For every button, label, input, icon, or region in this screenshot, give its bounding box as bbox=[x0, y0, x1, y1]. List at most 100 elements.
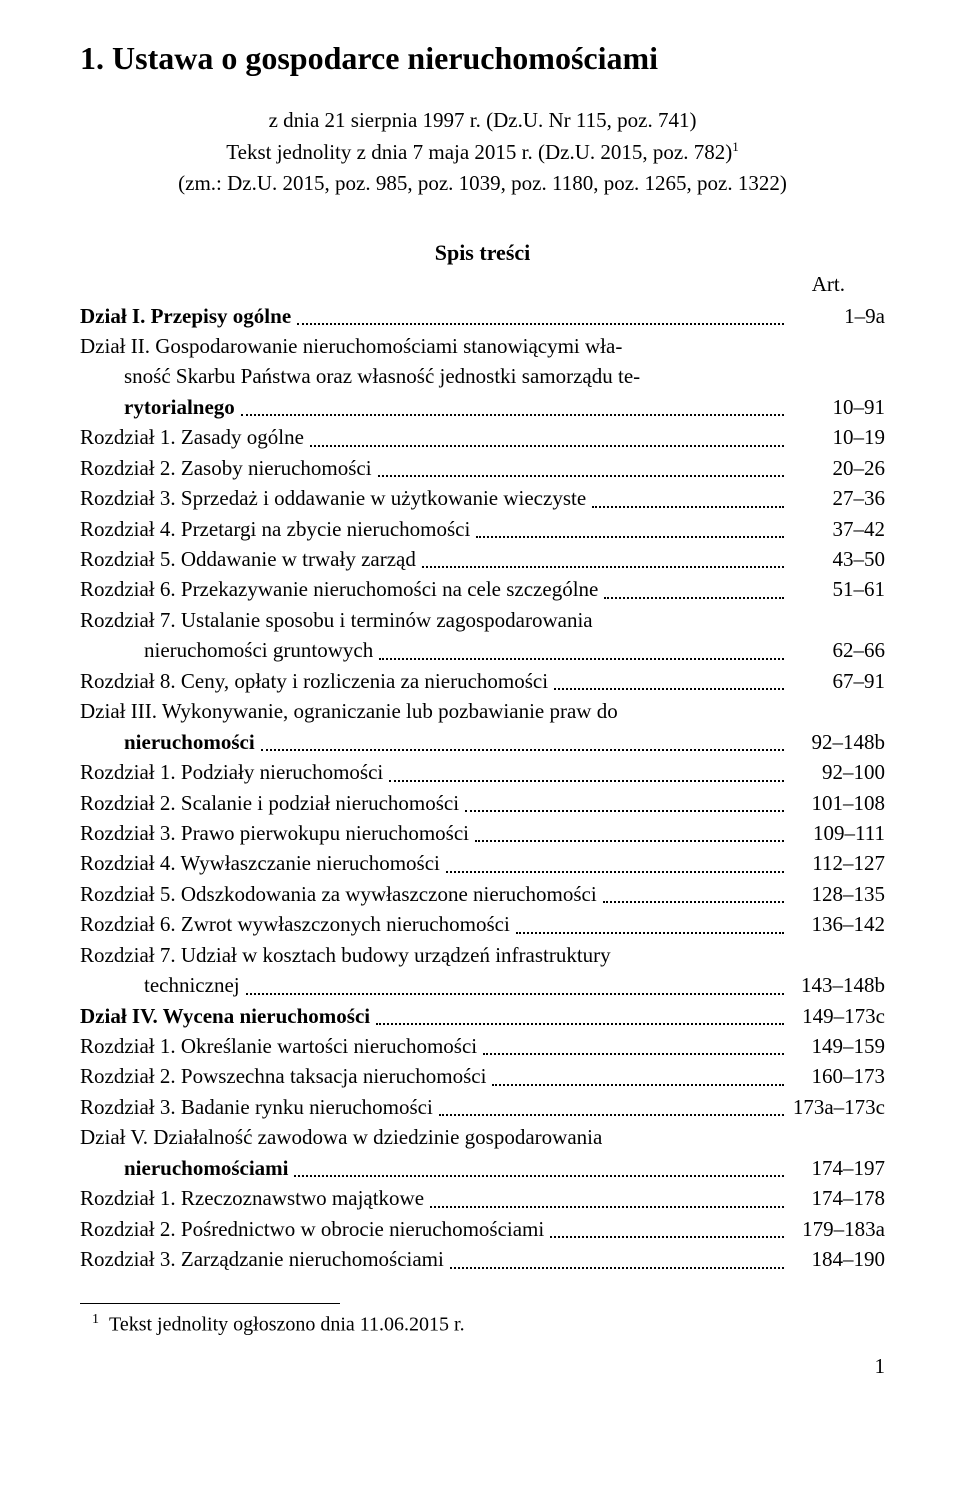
dot-leader bbox=[297, 323, 784, 325]
toc-text: Rozdział 1. Podziały nieruchomości bbox=[80, 757, 383, 787]
toc-entry: Rozdział 4. Wywłaszczanie nieruchomości1… bbox=[80, 848, 885, 878]
toc-entry: Dział I. Przepisy ogólne 1–9a bbox=[80, 301, 885, 331]
toc-range: 92–100 bbox=[790, 757, 885, 787]
toc-text: Rozdział 8. Ceny, opłaty i rozliczenia z… bbox=[80, 666, 548, 696]
subtitle-line-1: z dnia 21 sierpnia 1997 r. (Dz.U. Nr 115… bbox=[80, 105, 885, 137]
dot-leader bbox=[475, 840, 784, 842]
toc-range: 128–135 bbox=[790, 879, 885, 909]
toc-entry-lastline: rytorialnego10–91 bbox=[80, 392, 885, 422]
dot-leader bbox=[550, 1236, 784, 1238]
dot-leader bbox=[439, 1114, 784, 1116]
toc-text: Rozdział 2. Powszechna taksacja nierucho… bbox=[80, 1061, 486, 1091]
toc-entry: Rozdział 8. Ceny, opłaty i rozliczenia z… bbox=[80, 666, 885, 696]
toc-text: Rozdział 3. Zarządzanie nieruchomościami bbox=[80, 1244, 444, 1274]
toc-text: Rozdział 2. Pośrednictwo w obrocie nieru… bbox=[80, 1214, 544, 1244]
dot-leader bbox=[422, 566, 784, 568]
toc-entry-lastline: nieruchomości gruntowych62–66 bbox=[80, 635, 885, 665]
toc-text-line: Dział III. Wykonywanie, ograniczanie lub… bbox=[80, 696, 885, 726]
toc-text: Rozdział 5. Odszkodowania za wywłaszczon… bbox=[80, 879, 597, 909]
toc-range: 20–26 bbox=[790, 453, 885, 483]
toc-text: Rozdział 2. Scalanie i podział nieruchom… bbox=[80, 788, 459, 818]
toc-text: Rozdział 6. Zwrot wywłaszczonych nieruch… bbox=[80, 909, 510, 939]
toc-entry: Rozdział 5. Oddawanie w trwały zarząd 43–… bbox=[80, 544, 885, 574]
toc-entry: Rozdział 2. Pośrednictwo w obrocie nieru… bbox=[80, 1214, 885, 1244]
toc-range: 149–159 bbox=[790, 1031, 885, 1061]
toc-entry: Rozdział 1. Określanie wartości nierucho… bbox=[80, 1031, 885, 1061]
toc-text: Rozdział 3. Prawo pierwokupu nieruchomoś… bbox=[80, 818, 469, 848]
toc-range: 160–173 bbox=[790, 1061, 885, 1091]
toc-range: 1–9a bbox=[790, 301, 885, 331]
toc-text-line: Dział V. Działalność zawodowa w dziedzin… bbox=[80, 1122, 885, 1152]
toc-range: 10–91 bbox=[790, 392, 885, 422]
toc-entry: Rozdział 7. Udział w kosztach budowy urz… bbox=[80, 940, 885, 1001]
toc-entry: Rozdział 1. Zasady ogólne10–19 bbox=[80, 422, 885, 452]
toc-entry: Rozdział 3. Sprzedaż i oddawanie w użytk… bbox=[80, 483, 885, 513]
dot-leader bbox=[378, 475, 784, 477]
dot-leader bbox=[483, 1053, 784, 1055]
toc-text: Rozdział 1. Zasady ogólne bbox=[80, 422, 304, 452]
toc-entry: Rozdział 3. Prawo pierwokupu nieruchomoś… bbox=[80, 818, 885, 848]
toc-entry-lastline: technicznej143–148b bbox=[80, 970, 885, 1000]
toc-range: 67–91 bbox=[790, 666, 885, 696]
toc-entry: Dział IV. Wycena nieruchomości 149–173c bbox=[80, 1001, 885, 1031]
toc-entry-lastline: nieruchomości92–148b bbox=[80, 727, 885, 757]
toc-entry: Rozdział 7. Ustalanie sposobu i terminów… bbox=[80, 605, 885, 666]
footnote: 1 Tekst jednolity ogłoszono dnia 11.06.20… bbox=[80, 1312, 885, 1337]
toc-list: Dział I. Przepisy ogólne 1–9aDział II. Go… bbox=[80, 301, 885, 1275]
toc-text-line: Dział II. Gospodarowanie nieruchomościam… bbox=[80, 331, 885, 361]
toc-range: 179–183a bbox=[790, 1214, 885, 1244]
toc-heading: Spis treści bbox=[80, 240, 885, 266]
document-title: 1. Ustawa o gospodarce nieruchomościami bbox=[80, 40, 885, 77]
toc-text-line: sność Skarbu Państwa oraz własność jedno… bbox=[80, 361, 885, 391]
toc-entry: Dział III. Wykonywanie, ograniczanie lub… bbox=[80, 696, 885, 757]
toc-entry: Rozdział 2. Scalanie i podział nieruchom… bbox=[80, 788, 885, 818]
dot-leader bbox=[592, 506, 784, 508]
toc-range: 184–190 bbox=[790, 1244, 885, 1274]
toc-range: 27–36 bbox=[790, 483, 885, 513]
toc-range: 51–61 bbox=[790, 574, 885, 604]
toc-range: 174–197 bbox=[790, 1153, 885, 1183]
dot-leader bbox=[430, 1206, 784, 1208]
dot-leader bbox=[554, 688, 784, 690]
toc-text: Rozdział 1. Określanie wartości nierucho… bbox=[80, 1031, 477, 1061]
dot-leader bbox=[389, 780, 784, 782]
dot-leader bbox=[516, 932, 784, 934]
toc-text: Dział IV. Wycena nieruchomości bbox=[80, 1001, 370, 1031]
toc-entry: Rozdział 5. Odszkodowania za wywłaszczon… bbox=[80, 879, 885, 909]
toc-text-line: Rozdział 7. Ustalanie sposobu i terminów… bbox=[80, 605, 885, 635]
toc-text-line: Rozdział 7. Udział w kosztach budowy urz… bbox=[80, 940, 885, 970]
toc-range: 174–178 bbox=[790, 1183, 885, 1213]
dot-leader bbox=[465, 810, 784, 812]
toc-text: Rozdział 3. Badanie rynku nieruchomości bbox=[80, 1092, 433, 1122]
article-column-label: Art. bbox=[80, 272, 885, 297]
toc-text: Dział I. Przepisy ogólne bbox=[80, 301, 291, 331]
dot-leader bbox=[310, 445, 784, 447]
footnote-marker: 1 bbox=[92, 1312, 99, 1327]
footnote-text: Tekst jednolity ogłoszono dnia 11.06.201… bbox=[109, 1313, 465, 1335]
toc-text: Rozdział 5. Oddawanie w trwały zarząd bbox=[80, 544, 416, 574]
toc-range: 149–173c bbox=[790, 1001, 885, 1031]
toc-entry: Rozdział 3. Zarządzanie nieruchomościami… bbox=[80, 1244, 885, 1274]
toc-range: 136–142 bbox=[790, 909, 885, 939]
toc-text: Rozdział 4. Przetargi na zbycie nierucho… bbox=[80, 514, 470, 544]
footnote-ref: 1 bbox=[732, 139, 739, 154]
toc-text: Rozdział 2. Zasoby nieruchomości bbox=[80, 453, 372, 483]
toc-range: 112–127 bbox=[790, 848, 885, 878]
page-number: 1 bbox=[80, 1354, 885, 1379]
toc-entry: Rozdział 6. Przekazywanie nieruchomości … bbox=[80, 574, 885, 604]
toc-entry: Dział V. Działalność zawodowa w dziedzin… bbox=[80, 1122, 885, 1183]
subtitle-line-2: Tekst jednolity z dnia 7 maja 2015 r. (D… bbox=[80, 137, 885, 169]
toc-text: Rozdział 3. Sprzedaż i oddawanie w użytk… bbox=[80, 483, 586, 513]
toc-range: 143–148b bbox=[790, 970, 885, 1000]
toc-entry-lastline: nieruchomościami174–197 bbox=[80, 1153, 885, 1183]
dot-leader bbox=[446, 871, 784, 873]
toc-range: 173a–173c bbox=[790, 1092, 885, 1122]
subtitle-line-2-text: Tekst jednolity z dnia 7 maja 2015 r. (D… bbox=[226, 140, 732, 164]
toc-range: 62–66 bbox=[790, 635, 885, 665]
dot-leader bbox=[603, 901, 784, 903]
toc-entry: Rozdział 6. Zwrot wywłaszczonych nieruch… bbox=[80, 909, 885, 939]
subtitle-block: z dnia 21 sierpnia 1997 r. (Dz.U. Nr 115… bbox=[80, 105, 885, 200]
toc-range: 43–50 bbox=[790, 544, 885, 574]
dot-leader bbox=[376, 1023, 784, 1025]
dot-leader bbox=[476, 536, 784, 538]
